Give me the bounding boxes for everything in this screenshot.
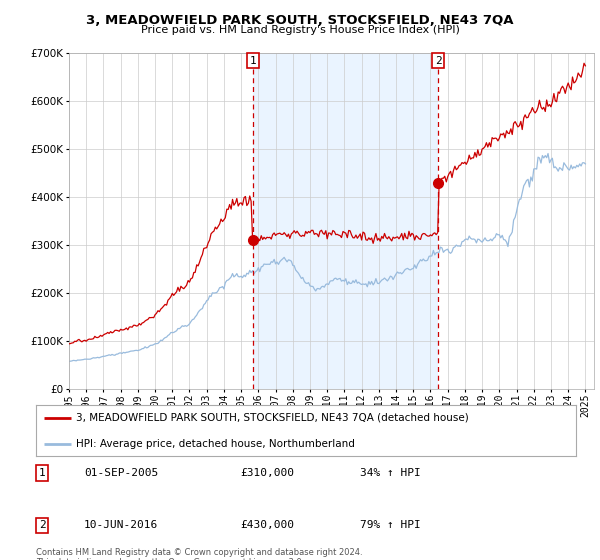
Text: 2: 2: [434, 55, 442, 66]
Text: 34% ↑ HPI: 34% ↑ HPI: [360, 468, 421, 478]
Text: 3, MEADOWFIELD PARK SOUTH, STOCKSFIELD, NE43 7QA (detached house): 3, MEADOWFIELD PARK SOUTH, STOCKSFIELD, …: [77, 413, 469, 423]
Bar: [253, 53, 438, 389]
Text: 01-SEP-2005: 01-SEP-2005: [84, 468, 158, 478]
Text: 1: 1: [249, 55, 256, 66]
Text: £430,000: £430,000: [240, 520, 294, 530]
Text: Price paid vs. HM Land Registry's House Price Index (HPI): Price paid vs. HM Land Registry's House …: [140, 25, 460, 35]
Text: 1: 1: [38, 468, 46, 478]
Text: 3, MEADOWFIELD PARK SOUTH, STOCKSFIELD, NE43 7QA: 3, MEADOWFIELD PARK SOUTH, STOCKSFIELD, …: [86, 14, 514, 27]
Text: 2: 2: [38, 520, 46, 530]
Text: Contains HM Land Registry data © Crown copyright and database right 2024.
This d: Contains HM Land Registry data © Crown c…: [36, 548, 362, 560]
Text: £310,000: £310,000: [240, 468, 294, 478]
Text: 79% ↑ HPI: 79% ↑ HPI: [360, 520, 421, 530]
Text: 10-JUN-2016: 10-JUN-2016: [84, 520, 158, 530]
Text: HPI: Average price, detached house, Northumberland: HPI: Average price, detached house, Nort…: [77, 438, 355, 449]
